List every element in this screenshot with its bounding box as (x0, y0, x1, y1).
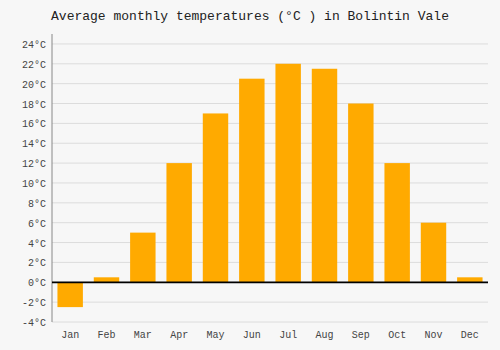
y-tick-label: 12°C (22, 159, 46, 170)
bar (421, 223, 446, 283)
x-tick-label: Mar (134, 330, 152, 341)
bar (348, 104, 373, 283)
grid-line (52, 63, 488, 64)
x-tick-label: Dec (461, 330, 479, 341)
y-tick-label: 16°C (22, 119, 46, 130)
grid-line (52, 143, 488, 144)
grid-line (52, 103, 488, 104)
y-tick-label: 8°C (28, 199, 46, 210)
bar (130, 233, 155, 283)
y-tick-label: 20°C (22, 80, 46, 91)
y-tick-label: 4°C (28, 239, 46, 250)
baseline (52, 281, 488, 283)
bar (57, 282, 82, 307)
x-tick-label: Jan (61, 330, 79, 341)
grid-line (52, 163, 488, 164)
x-tick-label: Apr (170, 330, 188, 341)
y-tick-label: 14°C (22, 139, 46, 150)
y-tick-label: 24°C (22, 40, 46, 51)
bar (166, 163, 191, 282)
grid-line (52, 182, 488, 183)
bar (239, 79, 264, 283)
x-tick-label: Sep (352, 330, 370, 341)
x-tick-label: May (206, 330, 224, 341)
bar (312, 69, 337, 283)
grid-line (52, 282, 488, 283)
bar (384, 163, 409, 282)
y-tick-label: 22°C (22, 60, 46, 71)
grid-line (52, 123, 488, 124)
x-axis: Jan Feb Mar Apr May Jun Jul Aug Sep Oct Nov Dec (61, 330, 479, 341)
grid-line (52, 322, 488, 323)
grid-line (52, 43, 488, 44)
x-tick-label: Feb (97, 330, 115, 341)
x-tick-label: Oct (388, 330, 406, 341)
grid-line (52, 302, 488, 303)
grid-line (52, 83, 488, 84)
bar (203, 113, 228, 282)
grid-line (52, 202, 488, 203)
x-tick-label: Jun (243, 330, 261, 341)
chart-container: Average monthly temperatures (°C ) in Bo… (0, 0, 500, 350)
x-tick-label: Nov (424, 330, 442, 341)
y-tick-label: 0°C (28, 278, 46, 289)
y-tick-label: 10°C (22, 179, 46, 190)
y-tick-label: -4°C (22, 318, 46, 329)
grid (52, 44, 488, 322)
bar (275, 64, 300, 282)
bars (57, 64, 482, 307)
y-tick-label: 2°C (28, 258, 46, 269)
y-axis: -4°C -2°C 0°C 2°C 4°C 6°C 8°C 10°C 12°C 14°C 16°C 1… (22, 34, 52, 329)
x-tick-label: Aug (315, 330, 333, 341)
y-axis-line (52, 34, 53, 322)
title: Average monthly temperatures (°C ) in Bo… (51, 9, 449, 24)
y-tick-label: 6°C (28, 219, 46, 230)
x-tick-label: Jul (279, 330, 297, 341)
y-tick-label: -2°C (22, 298, 46, 309)
chart: Average monthly temperatures (°C ) in Bo… (0, 0, 500, 350)
y-tick-label: 18°C (22, 100, 46, 111)
